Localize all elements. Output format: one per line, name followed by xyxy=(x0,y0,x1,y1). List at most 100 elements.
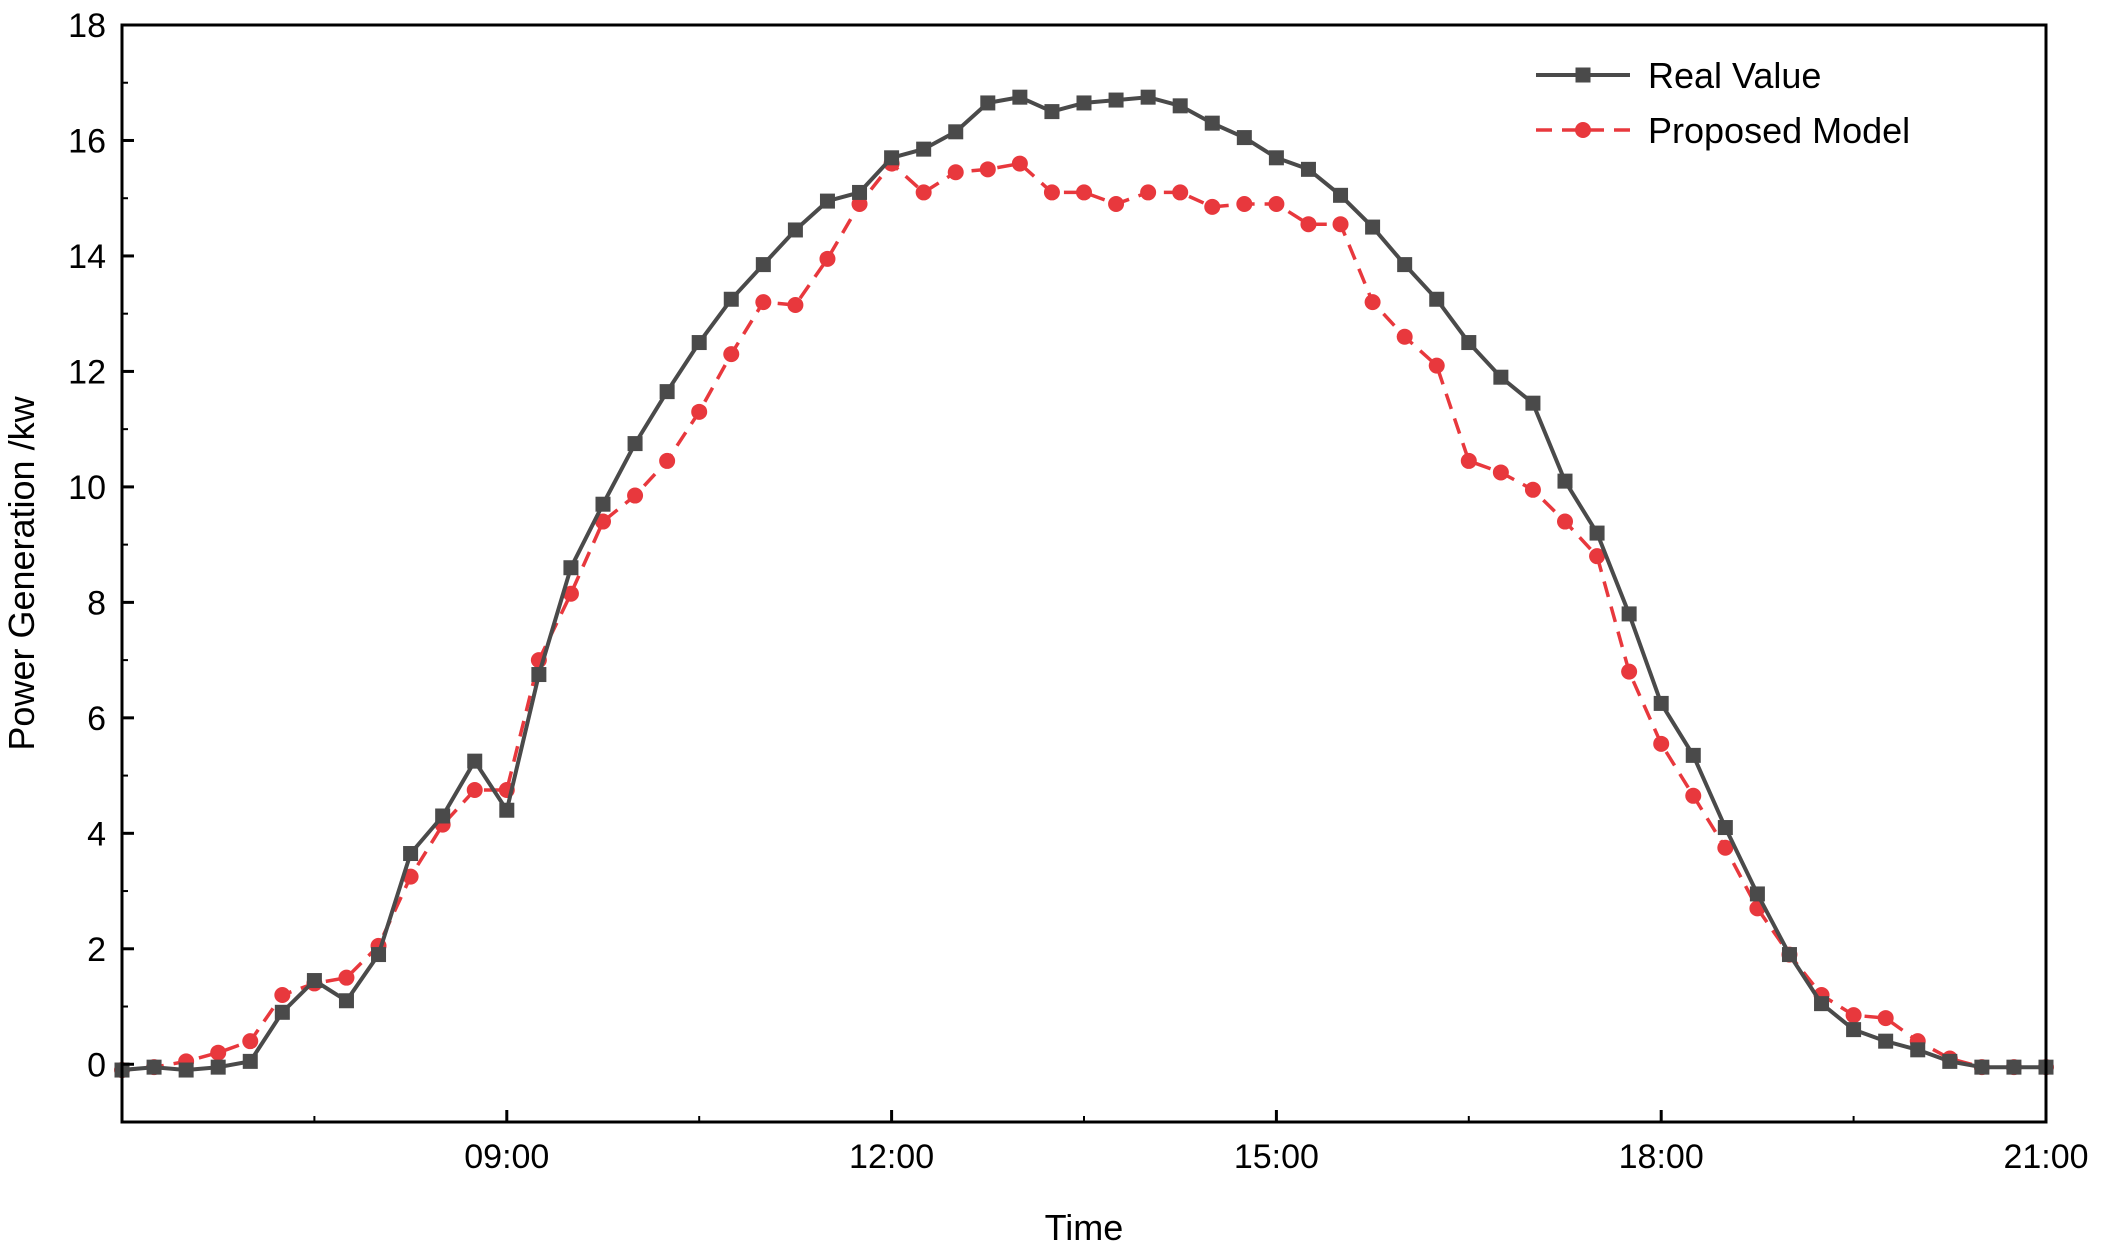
data-point xyxy=(1043,184,1060,201)
x-axis-title: Time xyxy=(1045,1207,1124,1248)
data-point xyxy=(723,291,739,307)
legend-marker xyxy=(1575,122,1591,138)
series-proposed-model xyxy=(114,155,2054,1079)
data-point xyxy=(723,346,740,363)
data-point xyxy=(2006,1059,2022,1075)
data-point xyxy=(1172,98,1188,114)
data-point xyxy=(916,141,932,157)
data-point xyxy=(1717,839,1734,856)
data-point xyxy=(1460,452,1477,469)
data-point xyxy=(915,184,932,201)
data-point xyxy=(948,124,964,140)
data-point xyxy=(1589,548,1606,565)
data-point xyxy=(819,250,836,267)
data-point xyxy=(563,560,579,576)
data-point xyxy=(1653,695,1669,711)
legend: Real Value Proposed Model xyxy=(1536,55,1910,151)
data-point xyxy=(499,802,515,818)
legend-label: Proposed Model xyxy=(1648,110,1910,151)
y-axis-title: Power Generation /kw xyxy=(1,395,42,750)
series-real-value xyxy=(114,89,2054,1078)
data-point xyxy=(338,969,355,986)
data-point xyxy=(1396,328,1413,345)
data-point xyxy=(755,257,771,273)
data-point xyxy=(819,193,835,209)
data-point xyxy=(1942,1053,1958,1069)
data-point xyxy=(1685,787,1702,804)
x-tick-label: 15:00 xyxy=(1234,1138,1319,1176)
data-point xyxy=(1781,947,1797,963)
data-point xyxy=(338,993,354,1009)
legend-label: Real Value xyxy=(1648,55,1821,96)
data-point xyxy=(1524,481,1541,498)
data-point xyxy=(1012,89,1028,105)
data-point xyxy=(852,184,868,200)
data-point xyxy=(595,513,611,530)
y-tick-label: 0 xyxy=(87,1046,106,1084)
data-point xyxy=(659,384,675,400)
y-tick-label: 10 xyxy=(68,469,106,507)
data-point xyxy=(242,1033,259,1050)
data-point xyxy=(691,335,707,351)
data-point xyxy=(1717,820,1733,836)
data-point xyxy=(1365,219,1381,235)
x-tick-label: 18:00 xyxy=(1619,1138,1704,1176)
data-point xyxy=(1268,150,1284,166)
data-point xyxy=(1236,130,1252,146)
data-point xyxy=(1364,294,1381,311)
data-point xyxy=(1814,996,1830,1012)
data-point xyxy=(210,1044,227,1061)
data-point xyxy=(1653,735,1670,752)
data-point xyxy=(1268,195,1285,212)
data-point xyxy=(178,1062,194,1078)
data-point xyxy=(691,403,708,420)
y-tick-label: 6 xyxy=(87,700,106,738)
data-point xyxy=(947,164,964,181)
y-tick-label: 8 xyxy=(87,584,106,622)
data-point xyxy=(1877,1010,1894,1027)
data-point xyxy=(1076,95,1092,111)
data-point xyxy=(1492,464,1509,481)
data-point xyxy=(371,947,387,963)
x-tick-label: 09:00 xyxy=(464,1138,549,1176)
data-point xyxy=(1108,195,1125,212)
data-point xyxy=(1044,104,1060,120)
data-point xyxy=(274,1004,290,1020)
y-tick-label: 18 xyxy=(68,7,106,45)
data-point xyxy=(1749,886,1765,902)
data-point xyxy=(884,150,900,166)
data-point xyxy=(787,222,803,238)
data-point xyxy=(1332,216,1349,233)
data-point xyxy=(627,487,644,504)
data-point xyxy=(1685,747,1701,763)
legend-marker xyxy=(1575,67,1591,83)
data-point xyxy=(659,452,676,469)
y-tick-label: 12 xyxy=(68,353,106,391)
data-point xyxy=(1621,663,1638,680)
data-point xyxy=(435,808,451,824)
series-layer xyxy=(114,89,2054,1079)
data-point xyxy=(1974,1059,1990,1075)
data-point xyxy=(1557,473,1573,489)
data-point xyxy=(1140,184,1157,201)
data-point xyxy=(306,973,322,989)
x-tick-label: 12:00 xyxy=(849,1138,934,1176)
data-point xyxy=(466,782,483,799)
data-point xyxy=(1300,161,1316,177)
series-line xyxy=(121,95,2046,1072)
data-point xyxy=(1429,291,1445,307)
data-point xyxy=(1589,525,1605,541)
data-point xyxy=(403,846,419,862)
data-point xyxy=(1140,89,1156,105)
data-point xyxy=(1204,115,1220,131)
data-point xyxy=(980,95,996,111)
data-point xyxy=(1428,357,1445,374)
data-point xyxy=(1910,1042,1926,1058)
data-point xyxy=(787,297,804,314)
y-tick-label: 16 xyxy=(68,122,106,160)
data-point xyxy=(1397,257,1413,273)
data-point xyxy=(1108,92,1124,108)
data-point xyxy=(1204,198,1221,215)
data-point xyxy=(627,436,643,452)
